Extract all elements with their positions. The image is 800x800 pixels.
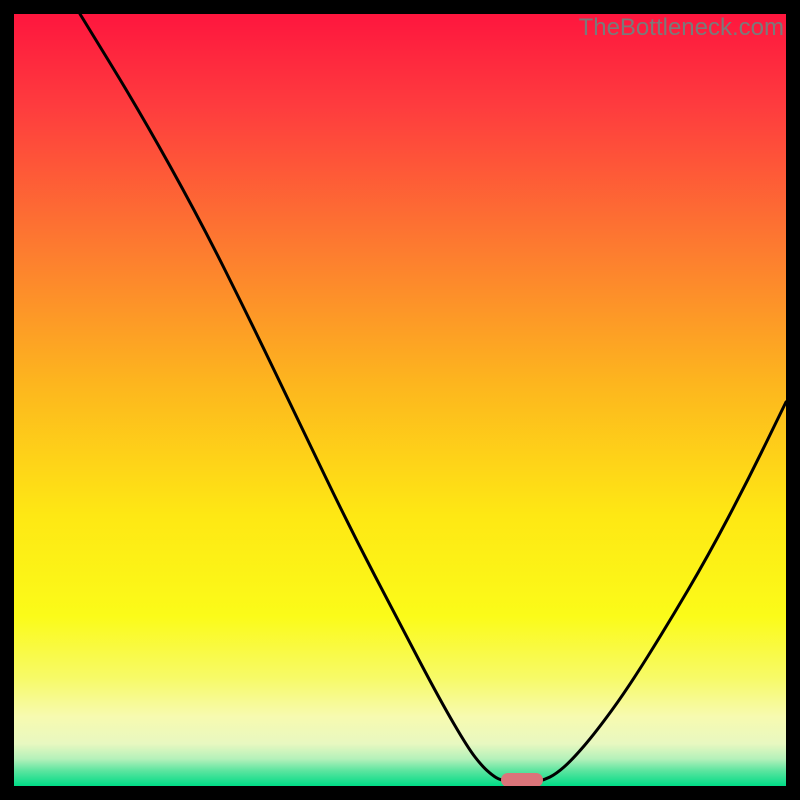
bottleneck-curve [0,0,800,800]
optimal-marker [501,773,543,787]
watermark-text: TheBottleneck.com [579,14,784,42]
border-top [0,0,800,14]
border-bottom [0,786,800,800]
bottleneck-chart: TheBottleneck.com [0,0,800,800]
border-right [786,0,800,800]
border-left [0,0,14,800]
